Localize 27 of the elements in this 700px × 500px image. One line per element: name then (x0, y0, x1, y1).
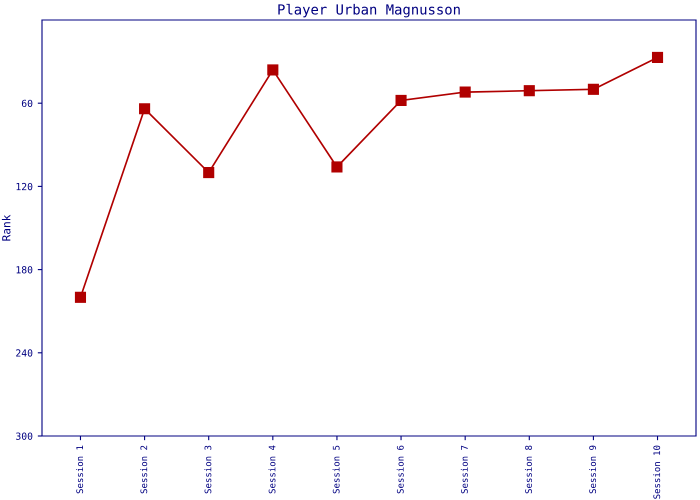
x-tick-label: Session 1 (76, 446, 84, 494)
point (396, 94, 407, 106)
y-tick-label: 60 (22, 100, 32, 108)
point (267, 64, 278, 76)
point (460, 86, 471, 98)
point (524, 85, 535, 96)
x-tick-label: Session 10 (653, 446, 660, 499)
x-tick-label: Session 7 (460, 446, 468, 494)
point (331, 161, 342, 173)
x-tick-label: Session 9 (589, 446, 596, 494)
x-tick-label: Session 5 (332, 446, 340, 494)
y-tick-label: 240 (16, 349, 32, 357)
point (588, 84, 599, 95)
y-tick-label: 300 (16, 432, 32, 440)
x-tick-label: Session 6 (396, 446, 404, 494)
x-tick-label: Session 8 (524, 446, 532, 494)
x-tick-label: Session 3 (204, 446, 212, 494)
x-tick-label: Session 2 (140, 446, 148, 494)
point (203, 166, 214, 178)
y-tick-label: 120 (16, 182, 32, 190)
y-axis-title: Rank (2, 214, 10, 241)
chart-title: Player Urban Magnusson (278, 4, 460, 18)
point (652, 52, 664, 63)
x-tick-label: Session 4 (268, 445, 276, 494)
point (74, 292, 86, 303)
y-tick-label: 180 (16, 266, 32, 274)
point (139, 103, 150, 114)
